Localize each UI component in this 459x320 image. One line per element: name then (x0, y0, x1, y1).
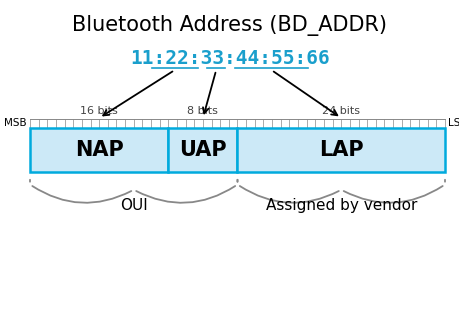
Text: NAP: NAP (75, 140, 123, 160)
Text: LAP: LAP (318, 140, 363, 160)
Text: LSB: LSB (447, 118, 459, 129)
Bar (237, 128, 444, 172)
Text: Bluetooth Address (BD_ADDR): Bluetooth Address (BD_ADDR) (73, 15, 386, 36)
Text: Assigned by vendor: Assigned by vendor (265, 198, 416, 213)
Text: 8 bits: 8 bits (187, 106, 218, 116)
Text: OUI: OUI (120, 198, 147, 213)
Text: 11:22:33:44:55:66: 11:22:33:44:55:66 (130, 49, 329, 68)
Bar (30, 128, 168, 172)
Bar (168, 128, 237, 172)
Text: MSB: MSB (5, 118, 27, 129)
Text: 16 bits: 16 bits (80, 106, 118, 116)
Text: 24 bits: 24 bits (322, 106, 359, 116)
Text: UAP: UAP (179, 140, 226, 160)
